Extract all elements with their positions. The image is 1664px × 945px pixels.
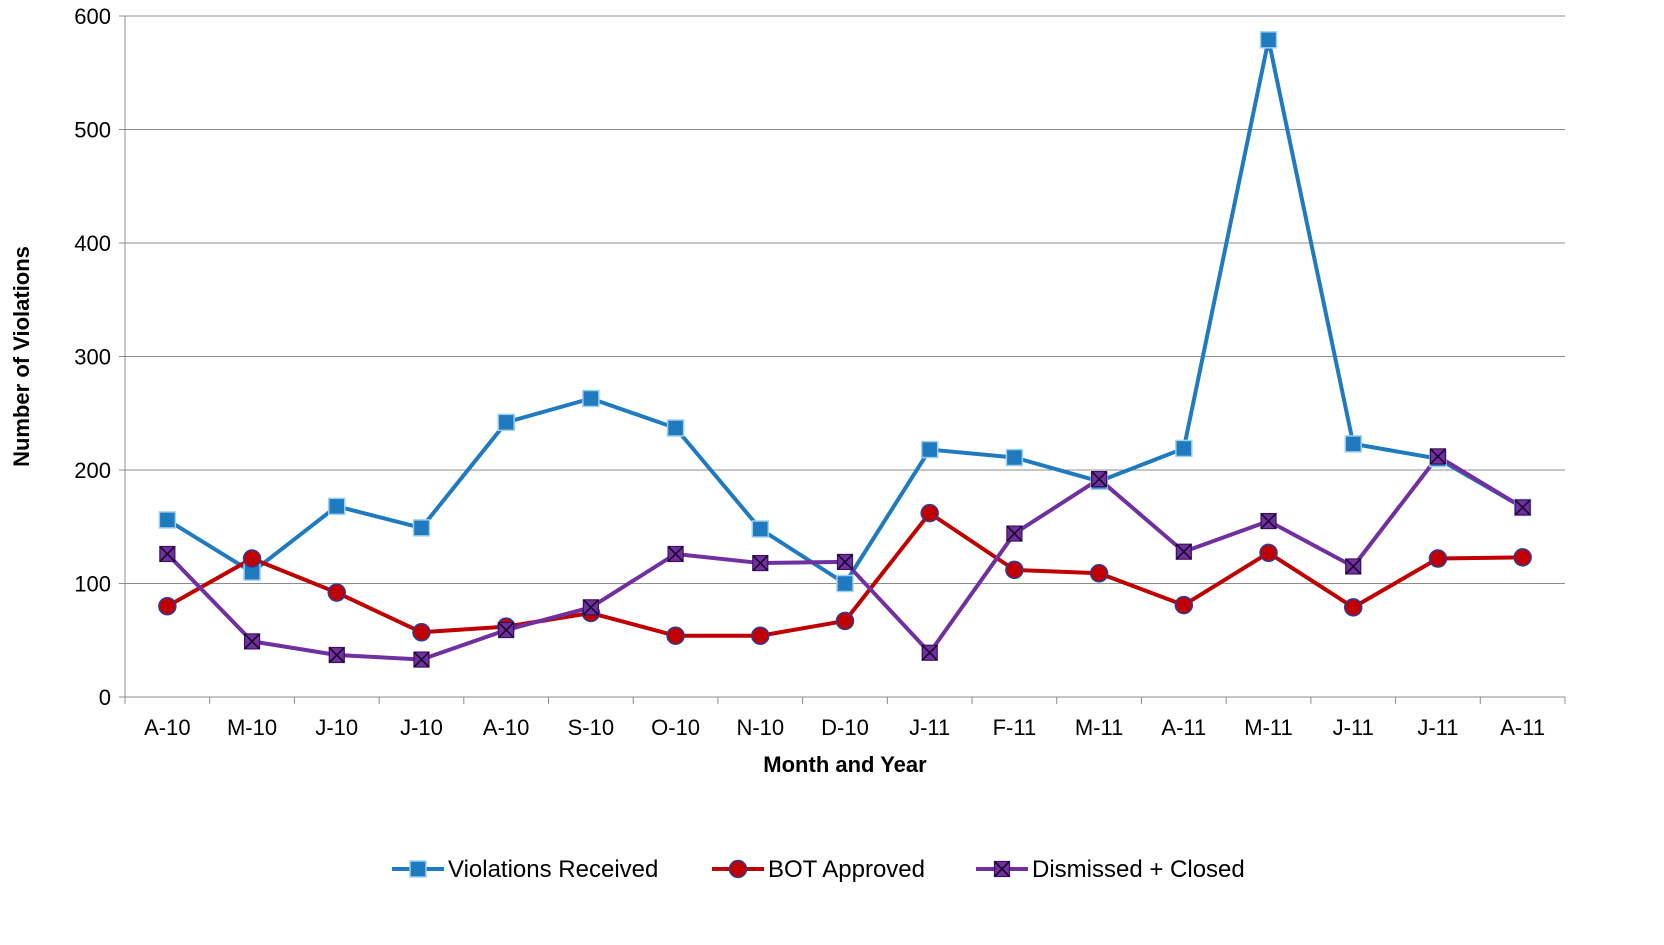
x-tick-label: J-11 [1333, 715, 1374, 740]
x-tick-label: A-11 [1161, 715, 1206, 740]
x-tick-label: O-10 [651, 715, 700, 740]
legend-label: Dismissed + Closed [1032, 856, 1245, 883]
x-tick-label: S-10 [568, 715, 614, 740]
x-tick-label: A-11 [1500, 715, 1545, 740]
data-point [1259, 543, 1278, 563]
y-tick-label: 400 [74, 231, 111, 256]
data-point [243, 633, 261, 650]
legend-item: BOT Approved [712, 856, 925, 883]
data-point [1344, 435, 1362, 453]
y-tick-label: 600 [74, 4, 111, 29]
y-tick-label: 500 [74, 118, 111, 143]
legend-item: Dismissed + Closed [976, 856, 1245, 883]
data-point [1005, 448, 1024, 467]
y-tick-label: 300 [74, 345, 111, 370]
x-tick-label: F-11 [993, 715, 1037, 740]
data-point [920, 503, 939, 523]
data-point [498, 621, 515, 639]
y-tick-label: 100 [74, 572, 111, 597]
x-tick-label: J-10 [315, 715, 358, 740]
data-point [666, 626, 685, 645]
y-tick-label: 0 [99, 685, 111, 710]
data-point [158, 596, 177, 616]
y-tick-label: 200 [74, 458, 111, 483]
x-tick-label: N-10 [736, 715, 784, 740]
data-point [1006, 525, 1023, 542]
x-tick-label: A-10 [144, 715, 190, 740]
x-tick-label: J-11 [1417, 715, 1458, 740]
data-point [1343, 598, 1363, 617]
data-point [159, 545, 176, 563]
x-axis-title: Month and Year [763, 752, 927, 777]
legend-swatch-marker [409, 860, 427, 878]
data-point [1345, 558, 1362, 575]
data-point [751, 520, 770, 538]
data-point [1091, 470, 1108, 488]
legend-swatch-marker [728, 859, 748, 879]
data-point [242, 549, 262, 568]
data-point [1514, 499, 1531, 516]
data-point [921, 644, 938, 661]
x-tick-label: D-10 [821, 715, 869, 740]
gridlines [125, 15, 1565, 584]
x-tick-label: M-10 [227, 715, 277, 740]
data-point [1175, 439, 1193, 458]
data-point [751, 626, 770, 645]
data-point [158, 511, 177, 529]
data-point [1005, 560, 1024, 580]
series-line-1 [165, 37, 1525, 586]
data-point [1089, 564, 1109, 583]
legend-label: BOT Approved [768, 856, 925, 883]
data-point [413, 651, 430, 668]
data-point [412, 519, 431, 537]
data-point [497, 413, 515, 432]
legend-label: Violations Received [448, 856, 658, 883]
data-point [752, 554, 769, 572]
data-point [328, 646, 345, 664]
data-point [1428, 549, 1448, 568]
axes: 0 100 200 300 400 500 600 A-10 M-10 J-10 J-10 A-10 S… [74, 4, 1566, 740]
data-point [920, 440, 939, 459]
x-tick-label: J-11 [909, 715, 950, 740]
data-point [1175, 543, 1192, 560]
x-tick-label: J-10 [400, 715, 443, 740]
legend: Violations Received BOT Approved Dismissed… [392, 856, 1245, 883]
data-point [836, 574, 854, 593]
data-point [835, 611, 855, 631]
legend-item: Violations Received [392, 856, 658, 883]
data-point [327, 583, 347, 602]
data-point [1513, 548, 1532, 567]
data-point [667, 545, 684, 563]
data-point [582, 389, 600, 408]
data-point [582, 599, 599, 616]
x-tick-label: M-11 [1075, 715, 1124, 740]
y-axis-title: Number of Violations [9, 246, 34, 467]
data-point [1174, 595, 1194, 615]
x-tick-label: A-10 [483, 715, 529, 740]
series-markers [158, 31, 1532, 668]
data-point [836, 553, 854, 571]
data-point [328, 497, 346, 516]
x-tick-label: M-11 [1244, 715, 1293, 740]
data-point [1259, 31, 1278, 49]
data-point [1429, 448, 1447, 465]
data-point [412, 623, 431, 642]
legend-swatch-marker [993, 860, 1011, 878]
data-point [1260, 512, 1277, 530]
data-point [666, 419, 685, 437]
